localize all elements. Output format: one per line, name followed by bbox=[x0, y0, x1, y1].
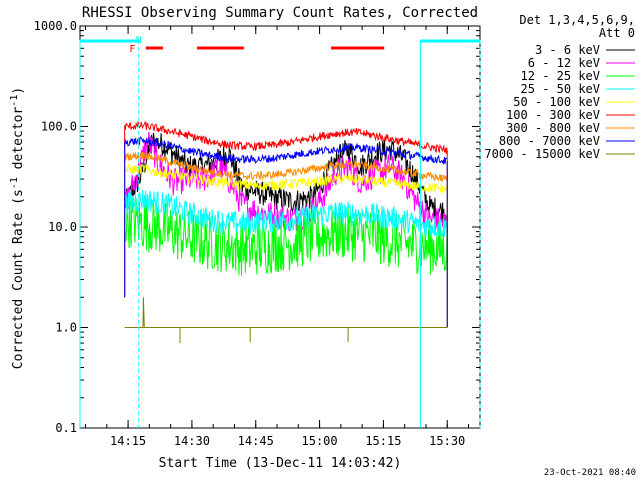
flag-label: F bbox=[129, 44, 135, 55]
x-tick-label: 14:45 bbox=[238, 434, 274, 448]
y-axis-label-sup2: -1 bbox=[9, 95, 20, 107]
y-tick-label: 100.0 bbox=[41, 120, 77, 134]
series-line-7 bbox=[124, 136, 448, 165]
y-axis-label: Corrected Count Rate (s-1 detector-1) bbox=[9, 87, 26, 369]
series-group bbox=[124, 120, 448, 344]
series-line-8 bbox=[124, 297, 448, 328]
flag-label: N bbox=[136, 35, 142, 46]
y-axis-label-mid: detector bbox=[11, 107, 26, 178]
legend-label: 300 - 800 keV bbox=[506, 121, 600, 135]
footer-date: 23-Oct-2021 08:40 bbox=[544, 468, 636, 478]
legend-label: 800 - 7000 keV bbox=[499, 134, 600, 148]
y-axis-label-main: Corrected Count Rate (s bbox=[11, 189, 26, 369]
legend-label: 25 - 50 keV bbox=[521, 82, 600, 96]
legend-header-line-1: Det 1,3,4,5,6,9, bbox=[519, 13, 635, 27]
series-line-4 bbox=[124, 163, 448, 194]
chart-title: RHESSI Observing Summary Count Rates, Co… bbox=[82, 5, 478, 21]
y-tick-label: 1.0 bbox=[55, 321, 77, 335]
x-tick-label: 14:15 bbox=[110, 434, 146, 448]
x-axis-label: Start Time (13-Dec-11 14:03:42) bbox=[159, 456, 402, 471]
y-tick-label: 10.0 bbox=[48, 220, 77, 234]
legend-label: 7000 - 15000 keV bbox=[484, 147, 600, 161]
x-axis: 14:15 14:30 14:45 15:00 15:15 15:30 bbox=[85, 26, 470, 448]
y-tick-label: 0.1 bbox=[55, 421, 77, 435]
legend-label: 6 - 12 keV bbox=[528, 56, 600, 70]
series-line-6 bbox=[124, 151, 448, 183]
series-line-5 bbox=[124, 120, 448, 154]
x-tick-label: 15:30 bbox=[429, 434, 465, 448]
y-axis-label-sup1: -1 bbox=[9, 177, 20, 189]
y-axis-label-end: ) bbox=[11, 87, 26, 95]
series-line-0 bbox=[124, 132, 448, 225]
legend-header-line-2: Att 0 bbox=[599, 26, 635, 40]
legend-label: 100 - 300 keV bbox=[506, 108, 600, 122]
legend-label: 3 - 6 keV bbox=[535, 43, 600, 57]
x-tick-label: 15:15 bbox=[365, 434, 401, 448]
y-axis: 0.1 1.0 10.0 100.0 1000.0 bbox=[34, 19, 480, 435]
annotation-group: FN bbox=[79, 35, 481, 428]
x-tick-label: 14:30 bbox=[174, 434, 210, 448]
series-line-3 bbox=[124, 189, 448, 239]
x-tick-label: 15:00 bbox=[302, 434, 338, 448]
y-tick-label: 1000.0 bbox=[34, 19, 77, 33]
legend-label: 12 - 25 keV bbox=[521, 69, 600, 83]
legend-label: 50 - 100 keV bbox=[513, 95, 600, 109]
series-line-2 bbox=[124, 195, 448, 276]
